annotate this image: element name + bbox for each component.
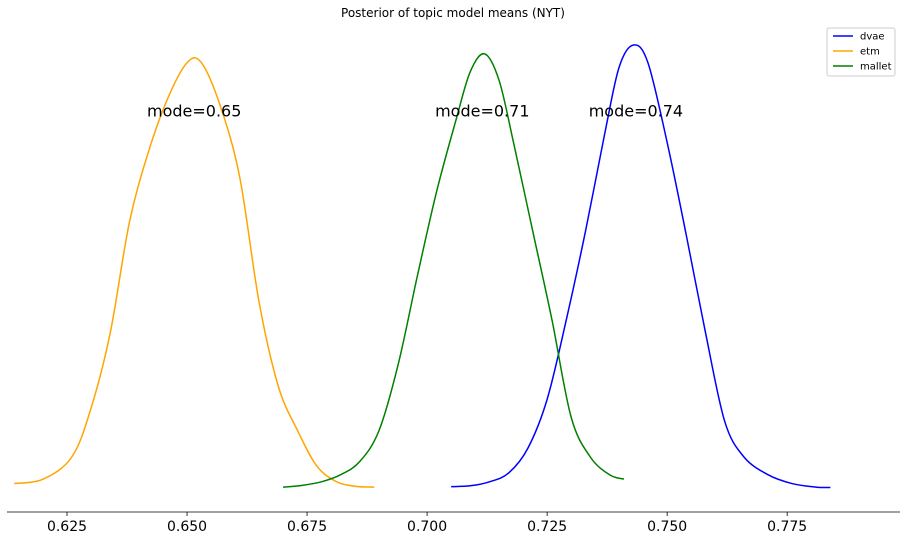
series-line-etm: [14, 56, 375, 488]
mode-annotation-2: mode=0.74: [589, 101, 683, 120]
legend-label-dvae: dvae: [860, 32, 885, 43]
x-tick-label: 0.675: [287, 519, 327, 535]
series-line-dvae: [451, 44, 831, 489]
legend: dvae etm mallet: [826, 27, 896, 77]
series-line-mallet: [282, 52, 625, 488]
x-tick-label: 0.700: [407, 519, 447, 535]
series-layer: [14, 44, 831, 489]
x-tick-label: 0.775: [767, 519, 807, 535]
chart-title: Posterior of topic model means (NYT): [341, 6, 565, 20]
mode-annotation-0: mode=0.65: [147, 101, 241, 120]
x-tick-label: 0.625: [47, 519, 87, 535]
mode-annotation-1: mode=0.71: [435, 101, 529, 120]
legend-label-mallet: mallet: [860, 62, 892, 73]
legend-label-etm: etm: [860, 47, 880, 58]
legend-frame: [826, 27, 896, 77]
x-tick-label: 0.750: [647, 519, 687, 535]
x-axis-ticks: 0.625 0.650 0.675 0.700 0.725 0.750 0.775: [47, 512, 807, 535]
annotation-layer: mode=0.65 mode=0.71 mode=0.74: [147, 101, 683, 120]
x-tick-label: 0.725: [527, 519, 567, 535]
x-tick-label: 0.650: [167, 519, 207, 535]
